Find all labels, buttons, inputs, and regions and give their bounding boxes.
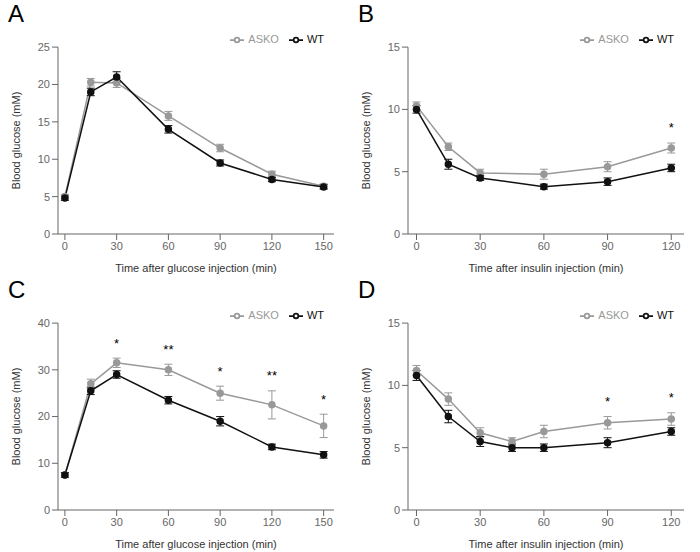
svg-text:30: 30	[111, 516, 123, 528]
svg-text:10: 10	[38, 153, 50, 165]
svg-text:10: 10	[38, 457, 50, 469]
svg-text:*: *	[321, 392, 326, 407]
svg-text:20: 20	[38, 410, 50, 422]
svg-text:**: **	[163, 342, 173, 357]
html-text:ASKO: ASKO	[248, 309, 279, 321]
svg-text:*: *	[669, 120, 674, 135]
svg-text:60: 60	[538, 516, 550, 528]
svg-text:90: 90	[214, 516, 226, 528]
svg-text:60: 60	[162, 516, 174, 528]
svg-text:0: 0	[394, 504, 400, 516]
svg-text:0: 0	[62, 240, 68, 252]
svg-text:90: 90	[601, 240, 613, 252]
svg-text:0: 0	[44, 504, 50, 516]
svg-text:150: 150	[314, 240, 332, 252]
svg-text:30: 30	[474, 240, 486, 252]
html-text:B: B	[358, 0, 374, 27]
svg-text:20: 20	[38, 78, 50, 90]
html-text:WT: WT	[306, 33, 324, 45]
svg-text:60: 60	[538, 240, 550, 252]
svg-text:Time after glucose injection (: Time after glucose injection (min)	[115, 262, 277, 274]
svg-text:120: 120	[662, 240, 680, 252]
svg-text:120: 120	[263, 240, 281, 252]
html-text:D: D	[358, 276, 376, 303]
svg-text:Time after insulin injection (: Time after insulin injection (min)	[469, 538, 624, 550]
html-text:ASKO: ASKO	[598, 309, 629, 321]
svg-text:Blood glucose (mM): Blood glucose (mM)	[360, 92, 372, 190]
html-text:A: A	[8, 0, 24, 27]
svg-text:30: 30	[38, 364, 50, 376]
svg-text:15: 15	[388, 317, 400, 329]
svg-text:0: 0	[62, 516, 68, 528]
svg-text:0: 0	[413, 516, 419, 528]
html-text:ASKO: ASKO	[598, 33, 629, 45]
svg-text:60: 60	[162, 240, 174, 252]
svg-text:10: 10	[388, 379, 400, 391]
svg-text:90: 90	[601, 516, 613, 528]
svg-text:5: 5	[394, 442, 400, 454]
svg-text:0: 0	[413, 240, 419, 252]
svg-text:30: 30	[111, 240, 123, 252]
svg-text:25: 25	[38, 41, 50, 53]
svg-text:*: *	[218, 364, 223, 379]
svg-text:90: 90	[214, 240, 226, 252]
svg-text:5: 5	[394, 166, 400, 178]
html-text:ASKO: ASKO	[248, 33, 279, 45]
html-text:C: C	[8, 276, 26, 303]
svg-text:Blood glucose (mM): Blood glucose (mM)	[10, 368, 22, 466]
svg-text:**: **	[267, 368, 277, 383]
svg-text:40: 40	[38, 317, 50, 329]
svg-text:*: *	[605, 394, 610, 409]
html-text:WT: WT	[656, 309, 674, 321]
svg-text:Time after insulin injection (: Time after insulin injection (min)	[469, 262, 624, 274]
html-text:WT: WT	[656, 33, 674, 45]
svg-text:10: 10	[388, 103, 400, 115]
svg-text:15: 15	[38, 116, 50, 128]
svg-text:Blood glucose (mM): Blood glucose (mM)	[360, 368, 372, 466]
svg-text:120: 120	[263, 516, 281, 528]
svg-text:Time after glucose injection (: Time after glucose injection (min)	[115, 538, 277, 550]
svg-text:*: *	[669, 390, 674, 405]
svg-text:*: *	[114, 336, 119, 351]
svg-text:15: 15	[388, 41, 400, 53]
svg-text:30: 30	[474, 516, 486, 528]
svg-text:150: 150	[314, 516, 332, 528]
svg-text:5: 5	[44, 191, 50, 203]
svg-text:120: 120	[662, 516, 680, 528]
svg-text:0: 0	[394, 228, 400, 240]
html-text:WT: WT	[306, 309, 324, 321]
svg-text:0: 0	[44, 228, 50, 240]
svg-text:Blood glucose (mM): Blood glucose (mM)	[10, 92, 22, 190]
